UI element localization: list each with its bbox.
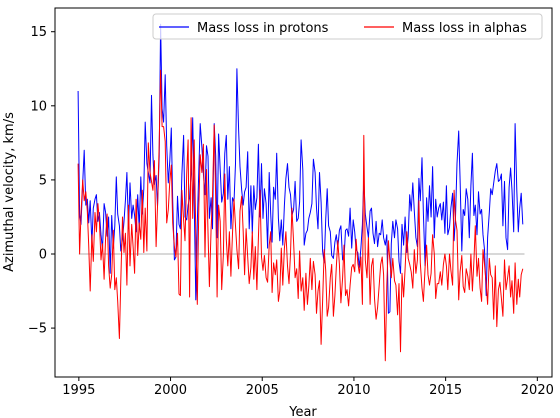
x-tick-label: 2020 <box>521 383 554 398</box>
y-tick-label: 15 <box>30 25 47 40</box>
series-layer <box>77 23 524 362</box>
x-tick-label: 1995 <box>62 383 95 398</box>
x-axis: 1995 2000 2005 2010 2015 2020 <box>62 377 554 398</box>
series-line-alphas <box>77 69 524 362</box>
y-axis-label: Azimuthal velocity, km/s <box>2 112 17 272</box>
y-axis: −5 0 5 10 15 <box>28 25 55 337</box>
legend-label-alphas: Mass loss in alphas <box>402 21 527 36</box>
legend: Mass loss in protons Mass loss in alphas <box>152 13 543 40</box>
legend-box <box>152 13 543 40</box>
x-tick-label: 2010 <box>337 383 370 398</box>
series-line-protons <box>77 23 524 314</box>
x-tick-label: 2000 <box>154 383 187 398</box>
y-tick-label: 10 <box>30 99 47 114</box>
plot-frame <box>54 7 553 378</box>
y-tick-label: 0 <box>39 248 47 263</box>
x-axis-label: Year <box>288 405 317 418</box>
y-tick-label: −5 <box>28 322 47 337</box>
legend-label-protons: Mass loss in protons <box>197 21 329 36</box>
x-tick-label: 2015 <box>429 383 462 398</box>
x-tick-label: 2005 <box>246 383 279 398</box>
y-tick-label: 5 <box>39 173 47 188</box>
